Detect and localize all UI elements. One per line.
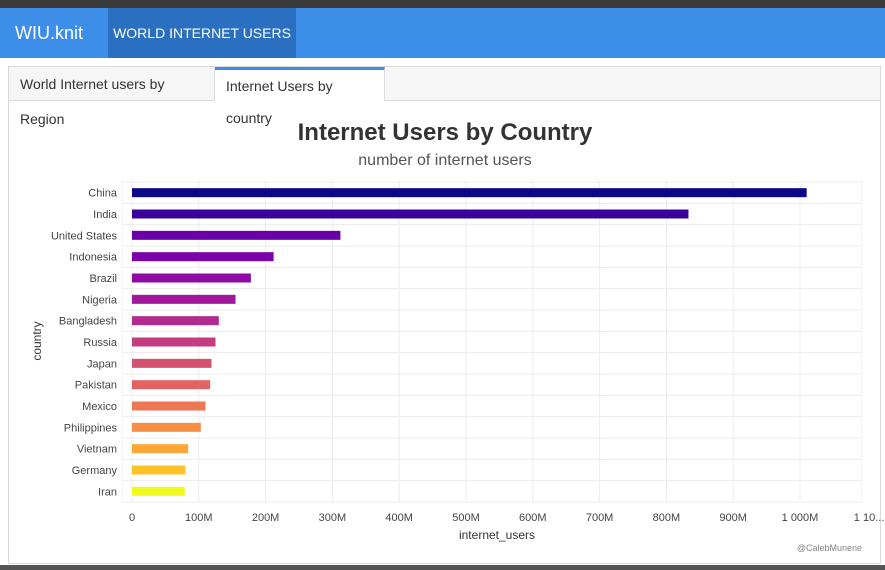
chart-credit: @CalebMunene bbox=[797, 543, 862, 553]
bar[interactable] bbox=[132, 358, 212, 368]
x-tick-label: 1 10... bbox=[854, 512, 885, 524]
bar[interactable] bbox=[132, 337, 216, 347]
x-tick-label: 400M bbox=[385, 512, 413, 524]
x-tick-label: 1 000M bbox=[782, 512, 819, 524]
category-label: Brazil bbox=[89, 273, 117, 285]
category-label: Pakistan bbox=[75, 380, 117, 392]
bar[interactable] bbox=[132, 188, 807, 198]
bar[interactable] bbox=[132, 444, 189, 454]
bar[interactable] bbox=[132, 230, 341, 240]
chart-title: Internet Users by Country bbox=[298, 119, 593, 146]
tab-country[interactable]: Internet Users by country bbox=[215, 67, 385, 126]
bar[interactable] bbox=[132, 465, 186, 475]
category-label: United States bbox=[51, 230, 118, 242]
app-brand[interactable]: WIU.knit bbox=[15, 23, 84, 43]
category-label: Mexico bbox=[82, 401, 117, 413]
grid bbox=[121, 181, 863, 503]
x-tick-label: 900M bbox=[719, 512, 747, 524]
chart-subtitle: number of internet users bbox=[358, 152, 531, 169]
category-label: Russia bbox=[83, 337, 118, 349]
x-tick-label: 300M bbox=[319, 512, 347, 524]
x-tick-label: 800M bbox=[653, 512, 681, 524]
x-axis-title: internet_users bbox=[459, 528, 535, 542]
category-label: Bangladesh bbox=[59, 316, 117, 328]
category-label: Germany bbox=[72, 465, 118, 477]
bar[interactable] bbox=[132, 486, 185, 496]
x-tick-labels: 0 100M 200M 300M 400M 500M 600M 700M 800M 900M 1 0… bbox=[129, 512, 884, 524]
bar[interactable] bbox=[132, 380, 211, 390]
bar[interactable] bbox=[132, 316, 219, 326]
category-label: Nigeria bbox=[82, 294, 118, 306]
x-tick-label: 0 bbox=[129, 512, 135, 524]
nav-tab-world-internet-users[interactable]: WORLD INTERNET USERS bbox=[108, 8, 296, 58]
bar[interactable] bbox=[132, 252, 274, 262]
category-label: Indonesia bbox=[69, 252, 118, 264]
x-tick-label: 200M bbox=[252, 512, 280, 524]
tab-bar: World Internet users by Region Internet … bbox=[9, 67, 880, 127]
category-labels: China India United States Indonesia Brazil Ni… bbox=[51, 188, 118, 499]
bar[interactable] bbox=[132, 294, 236, 304]
window-top-edge bbox=[0, 0, 885, 8]
category-label: Philippines bbox=[64, 422, 118, 434]
category-label: Vietnam bbox=[77, 444, 117, 456]
bar[interactable] bbox=[132, 273, 251, 283]
bar[interactable] bbox=[132, 209, 689, 219]
category-label: India bbox=[93, 209, 118, 221]
window-bottom-edge bbox=[0, 565, 885, 570]
category-label: Japan bbox=[87, 358, 117, 370]
x-tick-label: 500M bbox=[452, 512, 480, 524]
bar[interactable] bbox=[132, 401, 206, 411]
tab-region[interactable]: World Internet users by Region bbox=[9, 67, 215, 127]
x-tick-label: 600M bbox=[519, 512, 547, 524]
category-label: China bbox=[88, 188, 118, 200]
y-axis-title: country bbox=[30, 321, 44, 360]
bars bbox=[132, 188, 807, 496]
x-tick-label: 100M bbox=[185, 512, 213, 524]
plot-area bbox=[121, 181, 863, 503]
navbar: WIU.knit WORLD INTERNET USERS bbox=[0, 8, 885, 58]
x-tick-label: 700M bbox=[586, 512, 614, 524]
bar[interactable] bbox=[132, 422, 201, 432]
category-label: Iran bbox=[98, 486, 117, 498]
